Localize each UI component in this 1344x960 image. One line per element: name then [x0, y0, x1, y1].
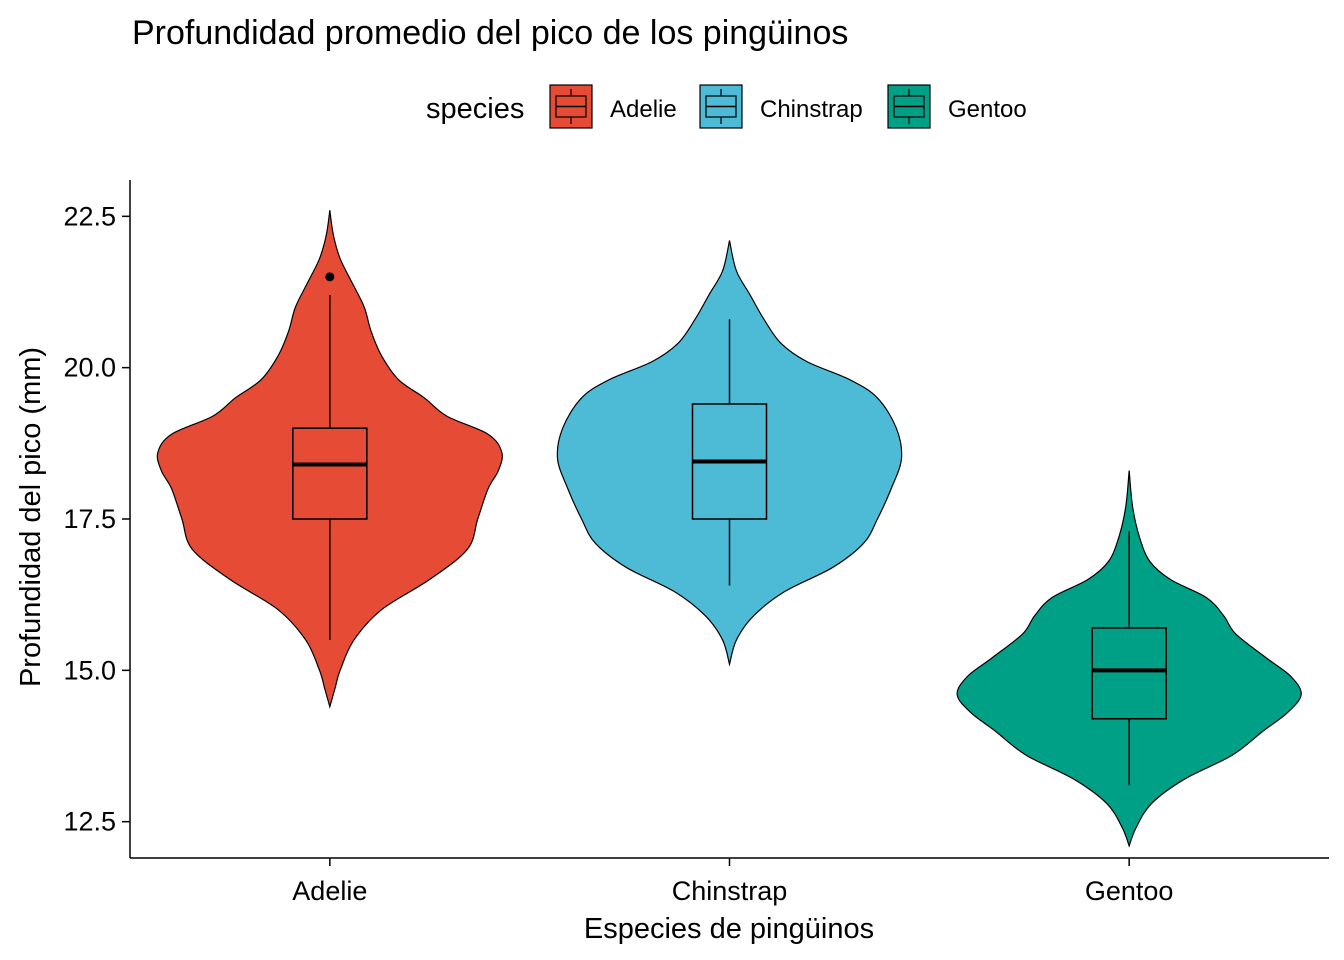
y-tick-label: 15.0: [63, 655, 116, 685]
box-adelie: [292, 427, 368, 520]
violin-chinstrap: [556, 240, 903, 667]
y-tick-label: 20.0: [63, 353, 116, 383]
box-gentoo: [1091, 627, 1167, 720]
legend-key-adelie: [549, 84, 593, 129]
violin-group-adelie: [156, 210, 503, 709]
x-axis-title: Especies de pingüinos: [584, 913, 874, 945]
y-axis-title: Profundidad del pico (mm): [15, 347, 47, 687]
legend-label-chinstrap: Chinstrap: [760, 96, 863, 123]
chart-title: Profundidad promedio del pico de los pin…: [132, 14, 848, 52]
plot-area: 12.5 15.0 17.5 20.0 22.5 Adelie Chinstrap Gento…: [63, 180, 1329, 906]
violin-adelie: [156, 210, 503, 709]
legend-label-gentoo: Gentoo: [948, 96, 1027, 123]
legend-key-chinstrap: [699, 84, 743, 129]
y-tick-label: 17.5: [63, 504, 116, 534]
violin-group-gentoo: [956, 470, 1302, 848]
x-tick-label: Adelie: [292, 876, 367, 906]
violin-group-chinstrap: [556, 240, 903, 667]
x-tick-label: Chinstrap: [672, 876, 788, 906]
y-tick-label: 22.5: [63, 201, 116, 231]
legend-label-adelie: Adelie: [610, 96, 677, 123]
legend-key-gentoo: [887, 84, 931, 129]
violin-gentoo: [956, 470, 1302, 848]
legend: species Adelie Chinstrap Gentoo: [426, 84, 1027, 129]
x-tick-label: Gentoo: [1085, 876, 1174, 906]
y-tick-label: 12.5: [63, 807, 116, 837]
outlier-point: [325, 272, 335, 282]
legend-title: species: [426, 93, 524, 125]
